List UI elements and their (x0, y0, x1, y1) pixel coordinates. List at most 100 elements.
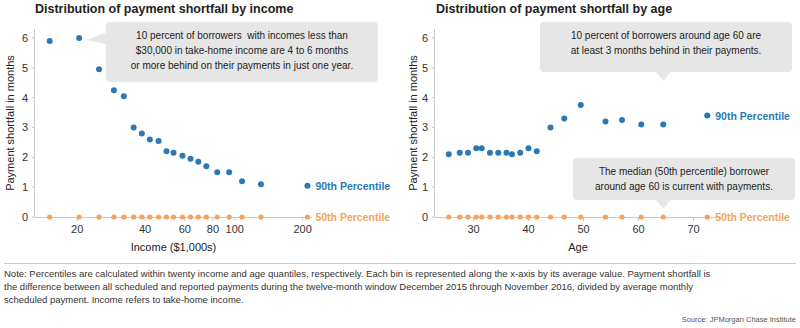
point (164, 214, 169, 219)
chart: Distribution of payment shortfall by inc… (0, 0, 800, 328)
point (188, 214, 193, 219)
point (534, 148, 540, 154)
x-tick-label: 100 (226, 223, 244, 235)
point (226, 169, 232, 175)
point (164, 148, 170, 154)
x-tick (212, 217, 213, 221)
point (465, 214, 470, 219)
note: the difference between all scheduled and… (4, 281, 693, 292)
point (180, 214, 185, 219)
point (517, 150, 523, 156)
point (96, 214, 101, 219)
point (111, 214, 116, 219)
point (258, 214, 263, 219)
point (704, 113, 710, 119)
point (147, 214, 152, 219)
point (495, 150, 501, 156)
point (578, 102, 584, 108)
y-tick-label: 4 (22, 92, 28, 104)
series-label: 50th Percentile (715, 211, 790, 223)
y-tick-label: 1 (22, 181, 28, 193)
y-tick (32, 97, 35, 98)
point (258, 181, 264, 187)
x-tick-label: 60 (632, 223, 644, 235)
point (147, 136, 153, 142)
point (603, 119, 609, 125)
annotation-text: $30,000 in take-home income are 4 to 6 m… (136, 45, 348, 56)
separator (4, 263, 796, 264)
annotation-pointer (655, 71, 671, 81)
x-tick (145, 217, 146, 221)
point (509, 214, 514, 219)
point (47, 214, 52, 219)
x-tick-label: 20 (71, 223, 83, 235)
point (239, 214, 244, 219)
point (179, 153, 185, 159)
point (171, 150, 177, 156)
panel: Distribution of payment shortfall by inc… (4, 2, 390, 253)
annotation-text: at least 3 months behind in their paymen… (571, 45, 762, 56)
point (446, 214, 451, 219)
annotation-text: 10 percent of borrowers around age 60 ar… (571, 30, 762, 41)
point (131, 124, 137, 130)
source: Source: JPMorgan Chase Institute (682, 315, 796, 324)
x-tick-label: 40 (139, 223, 151, 235)
point (187, 156, 193, 162)
point (171, 214, 176, 219)
y-tick (432, 37, 435, 38)
y-tick (432, 97, 435, 98)
title: Distribution of payment shortfall by age (436, 2, 672, 16)
point (196, 214, 201, 219)
y-tick-label: 3 (422, 121, 428, 133)
point (534, 214, 539, 219)
point (215, 214, 220, 219)
annotation-text: around age 60 is current with payments. (595, 181, 773, 192)
point (156, 138, 162, 144)
point (504, 150, 510, 156)
annotation-text: The median (50th percentile) borrower (599, 166, 770, 177)
point (457, 214, 462, 219)
x-tick-label: 50 (577, 223, 589, 235)
point (548, 214, 553, 219)
y-tick-label: 4 (422, 92, 428, 104)
point (203, 163, 209, 169)
series-label: 50th Percentile (315, 211, 390, 223)
x-axis-label: Age (568, 241, 588, 253)
annotation-pointer (86, 32, 107, 44)
point (111, 87, 117, 93)
y-axis (434, 29, 435, 217)
point (239, 178, 245, 184)
point (96, 66, 102, 72)
point (509, 151, 515, 157)
y-tick-label: 3 (22, 121, 28, 133)
point (304, 183, 310, 189)
point (139, 130, 145, 136)
y-tick-label: 2 (22, 151, 28, 163)
point (47, 38, 53, 44)
x-tick (693, 217, 694, 221)
point (504, 214, 509, 219)
point (603, 214, 608, 219)
y-tick-label: 2 (422, 151, 428, 163)
annotation: 10 percent of borrowers with incomes les… (86, 22, 378, 82)
annotation-text: or more behind on their payments in just… (131, 60, 353, 71)
y-tick (32, 67, 35, 68)
point (578, 214, 583, 219)
y-axis-label: Payment shortfall in months (407, 55, 419, 191)
note: scheduled payment. Income refers to take… (4, 294, 244, 305)
note: Note: Percentiles are calculated within … (4, 268, 711, 279)
annotation: The median (50th percentile) borrower aro… (573, 158, 795, 209)
point (548, 124, 554, 130)
x-tick (234, 217, 235, 221)
point (479, 145, 485, 151)
x-tick-label: 40 (522, 223, 534, 235)
annotation-pointer (655, 199, 671, 209)
point (156, 214, 161, 219)
annotation-box (106, 22, 378, 82)
y-tick-label: 0 (22, 211, 28, 223)
point (518, 214, 523, 219)
y-tick-label: 5 (422, 62, 428, 74)
title: Distribution of payment shortfall by inc… (35, 2, 293, 16)
point (131, 214, 136, 219)
point (76, 35, 82, 41)
